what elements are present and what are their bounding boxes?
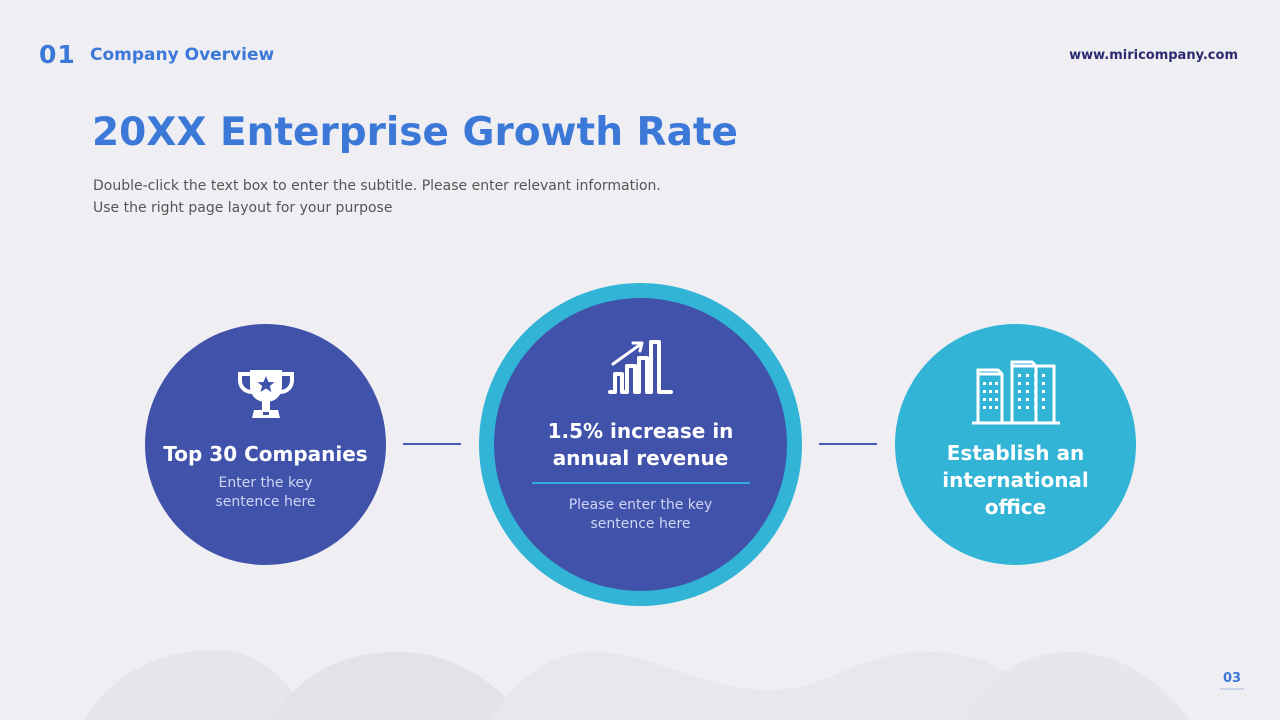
heading-line-3: office <box>984 495 1047 519</box>
background-hills <box>85 650 1190 720</box>
subtitle-line-2: Use the right page layout for your purpo… <box>93 200 393 216</box>
section-title: Company Overview <box>90 45 275 65</box>
subtitle[interactable]: Double-click the text box to enter the s… <box>93 175 713 219</box>
item-key-sentence: Please enter the key sentence here <box>569 496 713 534</box>
key-line-1: Enter the key <box>218 474 313 491</box>
connector-line <box>819 443 877 445</box>
key-line-2: sentence here <box>215 493 316 510</box>
circle-international-office[interactable]: Establish an international office <box>895 324 1136 565</box>
trophy-icon <box>236 366 296 422</box>
heading-line-1: 1.5% increase in <box>547 418 734 443</box>
item-heading: 1.5% increase in annual revenue <box>548 418 734 472</box>
growth-chart-icon <box>607 336 675 396</box>
section-number: 01 <box>39 40 76 69</box>
connector-line <box>403 443 461 445</box>
buildings-icon <box>971 358 1060 426</box>
heading-line-2: international <box>942 468 1089 492</box>
heading-line-2: annual revenue <box>552 445 729 470</box>
subtitle-line-1: Double-click the text box to enter the s… <box>93 178 661 194</box>
page-number: 03 <box>1220 671 1244 690</box>
website-link[interactable]: www.miricompany.com <box>1069 48 1238 63</box>
page-title[interactable]: 20XX Enterprise Growth Rate <box>92 110 738 155</box>
circle-top-companies[interactable]: Top 30 Companies Enter the key sentence … <box>145 324 386 565</box>
item-key-sentence: Enter the key sentence here <box>215 474 315 512</box>
circle-revenue-increase[interactable]: 1.5% increase in annual revenue Please e… <box>494 298 787 591</box>
key-line-1: Please enter the key <box>568 496 713 513</box>
divider <box>531 481 750 484</box>
heading-line-1: Establish an <box>946 441 1085 465</box>
key-line-2: sentence here <box>590 515 691 532</box>
item-heading: Top 30 Companies <box>163 441 368 466</box>
item-heading: Establish an international office <box>942 440 1089 521</box>
